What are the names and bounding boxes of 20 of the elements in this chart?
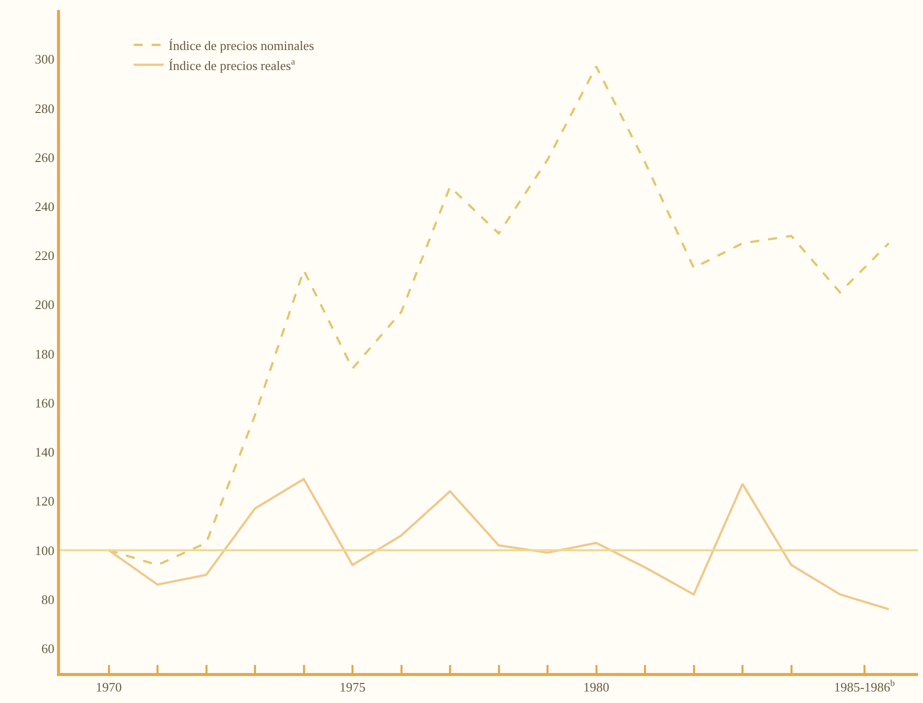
y-tick-label: 280 [34,100,54,116]
y-tick-label: 60 [41,640,54,656]
y-tick-label: 220 [34,248,54,264]
legend-label: Índice de precios nominales [168,38,314,53]
x-tick-label: 1975 [340,680,366,695]
line-series [108,478,890,610]
y-tick-label: 240 [34,198,54,214]
y-tick-label: 140 [34,444,54,460]
x-tick-label: 1985-1986$^{b}$ [834,678,896,695]
y-tick-label: 100 [34,542,54,558]
y-tick-label: 180 [34,346,54,362]
y-tick-label: 120 [34,494,54,509]
y-tick-label: 260 [34,150,54,165]
y-tick-label: 300 [34,52,54,67]
y-tick-label: 160 [34,395,54,410]
x-tick-label: 1980 [583,680,610,695]
y-tick-label: 80 [41,592,54,607]
x-tick-label: 1970 [96,680,122,695]
legend-label: Índice de precios reales$^{a}$ [168,56,296,73]
y-tick-label: 200 [34,297,54,312]
